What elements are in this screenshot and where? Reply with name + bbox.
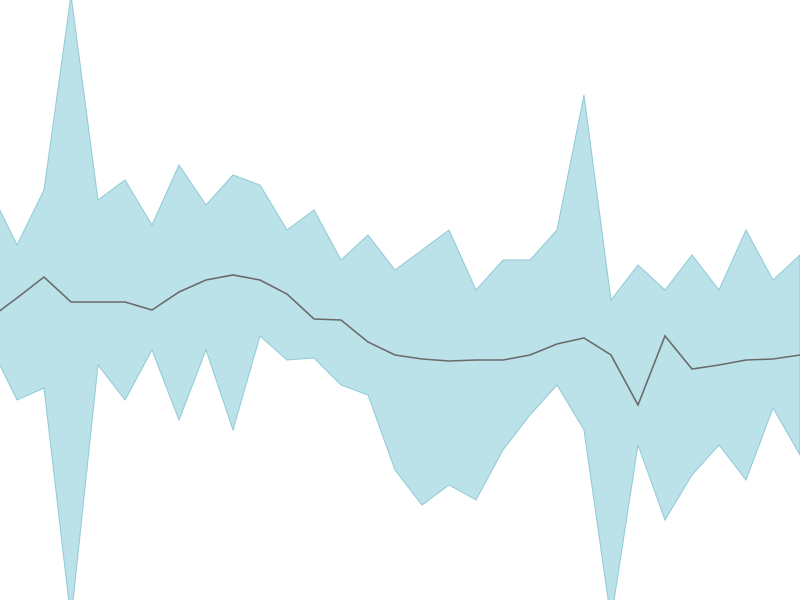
confidence-band-chart (0, 0, 800, 600)
